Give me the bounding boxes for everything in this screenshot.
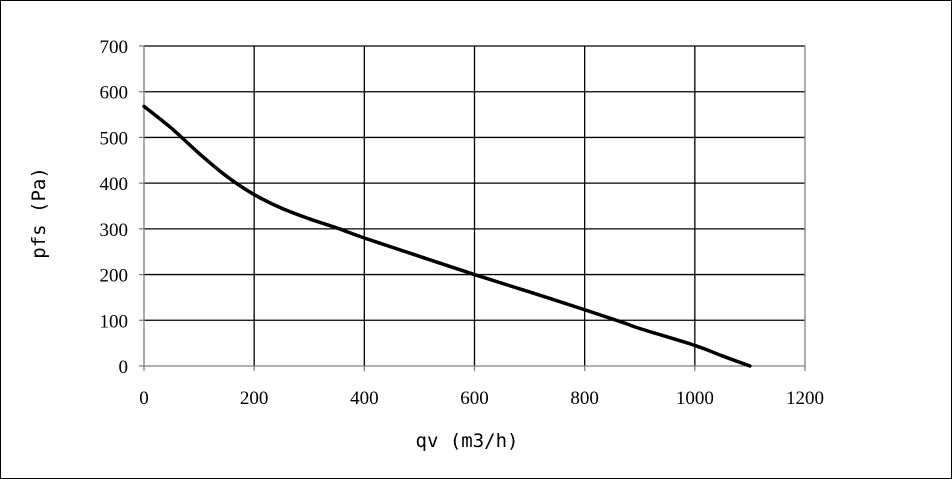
y-tick-label: 300	[100, 220, 129, 241]
x-tick-label: 200	[240, 388, 269, 409]
y-axis-title: pfs (Pa)	[28, 167, 50, 259]
x-tick-label: 600	[460, 388, 489, 409]
x-tick-label: 1200	[786, 388, 824, 409]
series-line	[142, 104, 752, 368]
axis-layer	[139, 45, 806, 371]
series-layer	[142, 104, 752, 368]
y-tick-label: 200	[100, 266, 129, 287]
y-tick-label: 600	[100, 83, 129, 104]
x-tick-label: 400	[350, 388, 379, 409]
label-layer: 0 100 200 300 400 500 600 700 0 200 400 600 800 1000 1…	[100, 37, 825, 409]
x-tick-label: 1000	[676, 388, 714, 409]
y-tick-label: 500	[100, 128, 129, 149]
x-tick-label: 0	[139, 388, 149, 409]
y-tick-label: 400	[100, 174, 129, 195]
grid-layer	[144, 46, 805, 366]
y-tick-label: 700	[100, 37, 129, 58]
y-tick-label: 0	[119, 357, 129, 378]
y-tick-label: 100	[100, 311, 129, 332]
x-axis-title: qv (m3/h)	[416, 430, 519, 452]
x-tick-label: 800	[570, 388, 599, 409]
